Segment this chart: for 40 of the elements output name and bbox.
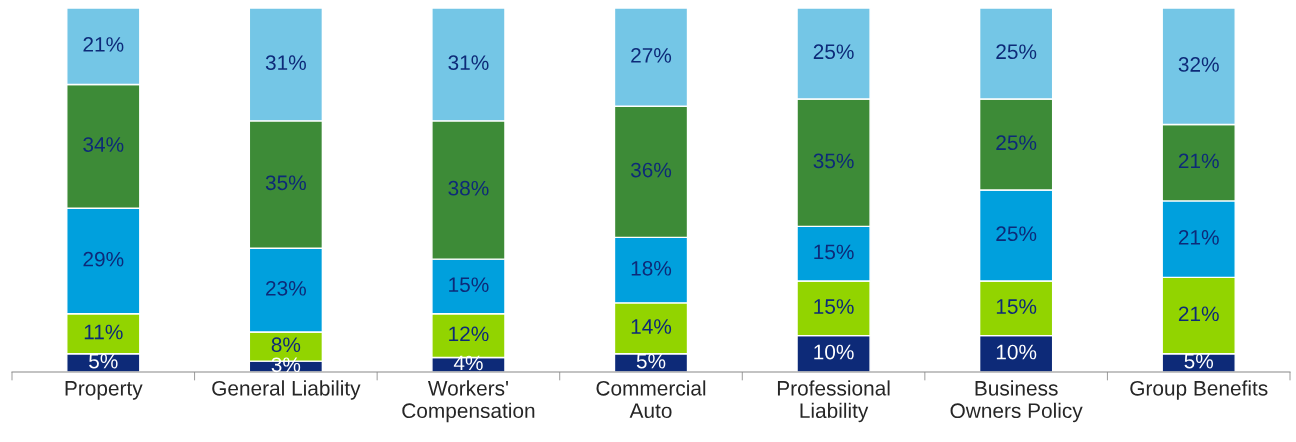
- data-label: 29%: [83, 251, 124, 267]
- data-label: 21%: [83, 37, 124, 52]
- data-label: 5%: [1184, 353, 1214, 369]
- data-label: 15%: [814, 299, 854, 314]
- data-label: 15%: [996, 299, 1037, 314]
- data-label: 35%: [265, 175, 306, 191]
- x-tick-label: Commercial Auto: [596, 380, 706, 419]
- data-label: 36%: [630, 162, 672, 178]
- data-label: 10%: [996, 344, 1037, 360]
- x-tick-label: Property: [65, 381, 143, 400]
- data-label: 25%: [996, 44, 1037, 60]
- data-label: 31%: [448, 55, 489, 71]
- data-label: 15%: [449, 277, 489, 293]
- data-label: 31%: [265, 55, 306, 71]
- x-tick-label: Business Owners Policy: [950, 380, 1083, 423]
- data-label: 32%: [1178, 57, 1219, 72]
- data-label: 25%: [813, 44, 854, 60]
- data-label: 5%: [89, 353, 118, 369]
- data-label: 38%: [448, 180, 489, 196]
- data-label: 12%: [449, 326, 489, 342]
- data-label: 21%: [1178, 306, 1219, 322]
- data-label: 11%: [84, 324, 123, 340]
- data-label: 18%: [631, 260, 672, 276]
- data-label: 15%: [814, 244, 854, 260]
- data-label: 25%: [996, 226, 1037, 242]
- data-label: 14%: [631, 319, 672, 334]
- data-label: 5%: [636, 353, 666, 369]
- x-tick-label: Workers' Compensation: [402, 380, 535, 423]
- data-label: 10%: [814, 344, 854, 360]
- data-label: 34%: [83, 137, 124, 152]
- data-label: 21%: [1178, 229, 1219, 245]
- data-label: 21%: [1178, 153, 1219, 169]
- data-label: 27%: [631, 47, 672, 63]
- data-label: 8%: [271, 337, 301, 353]
- x-tick-label: Professional Liability: [777, 380, 890, 423]
- data-label: 35%: [813, 153, 854, 169]
- x-tick-label: Group Benefits: [1130, 380, 1268, 400]
- x-tick-label: General Liability: [212, 380, 361, 400]
- data-label: 25%: [996, 135, 1037, 151]
- data-label: 23%: [266, 280, 306, 296]
